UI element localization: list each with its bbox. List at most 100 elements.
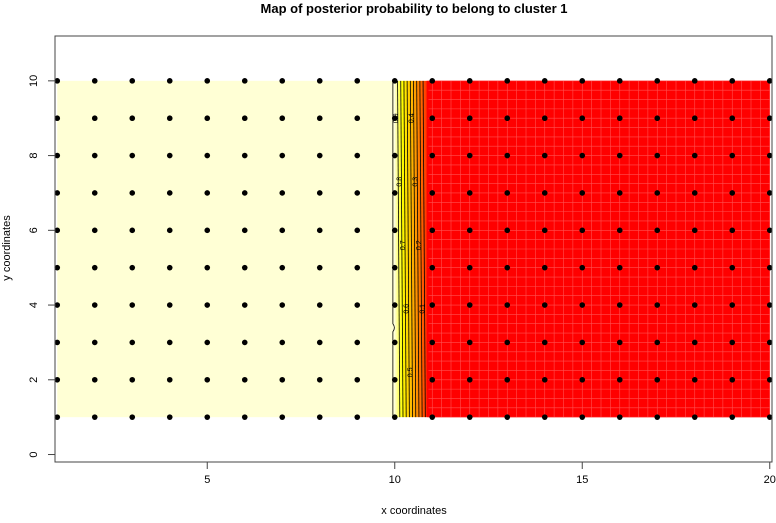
data-point [316,190,323,196]
data-point [354,376,361,383]
data-point [391,78,398,84]
data-point [54,152,61,159]
data-point [579,115,586,122]
x-tick-label: 5 [204,474,210,486]
contour-line [397,80,401,418]
data-point [766,190,773,196]
data-point [279,302,286,308]
data-point [616,339,623,346]
data-point [616,376,623,383]
contour-line [392,80,395,418]
data-point [91,190,98,196]
data-point [579,376,586,383]
data-point [729,339,736,346]
data-point [166,152,173,159]
data-point [616,115,623,122]
data-point [766,78,773,84]
data-point [429,302,436,308]
data-point [391,302,398,308]
data-point [166,115,173,122]
data-point [429,376,436,383]
data-point [279,264,286,271]
data-point [729,264,736,271]
contour-label: 0.6 [404,304,411,314]
data-point [391,190,398,196]
data-point [279,78,286,84]
data-point [429,339,436,346]
data-point [54,264,61,271]
data-point [766,414,773,420]
contour-label: 0.2 [416,240,423,250]
data-point [654,302,661,308]
data-point [466,190,473,196]
data-point [316,376,323,383]
data-point [729,302,736,308]
data-point [541,78,548,84]
data-point [579,227,586,234]
chart-title: Map of posterior probability to belong t… [261,1,568,16]
data-point [691,339,698,346]
data-point [654,78,661,84]
data-point [241,115,248,122]
contour-label: 0.7 [400,240,407,250]
data-point [691,78,698,84]
data-point [729,78,736,84]
data-point [91,339,98,346]
data-point [616,78,623,84]
data-point [316,264,323,271]
data-point [579,414,586,420]
data-point [466,339,473,346]
plot-box [54,35,773,463]
data-point [541,227,548,234]
data-point [729,376,736,383]
data-point [541,115,548,122]
data-point [91,227,98,234]
x-tick-label: 15 [576,474,588,486]
data-point [129,264,136,271]
data-point [466,376,473,383]
contour-line [409,80,413,418]
data-point [129,152,136,159]
data-point [204,152,211,159]
data-point [316,152,323,159]
data-points [54,78,773,420]
data-point [579,152,586,159]
data-point [766,264,773,271]
data-point [729,152,736,159]
contour-label: 0.1 [420,304,427,314]
contour-line [422,80,426,418]
data-point [54,227,61,234]
data-point [766,376,773,383]
data-point [54,339,61,346]
data-point [54,302,61,308]
data-point [241,302,248,308]
data-point [579,264,586,271]
data-point [129,339,136,346]
high-probability-region [57,80,395,418]
data-point [166,339,173,346]
contour-label: 0.3 [412,177,419,187]
heatmap-fill [57,80,771,418]
data-point [54,115,61,122]
data-point [691,190,698,196]
data-point [391,264,398,271]
data-point [241,264,248,271]
data-point [316,78,323,84]
data-point [241,376,248,383]
data-point [616,264,623,271]
data-point [429,264,436,271]
x-tick-label: 10 [389,474,401,486]
data-point [54,414,61,420]
data-point [654,264,661,271]
data-point [654,115,661,122]
data-point [766,115,773,122]
data-point [279,414,286,420]
y-tick-label: 0 [28,451,40,457]
contour-line [416,80,420,418]
data-point [241,190,248,196]
data-point [391,152,398,159]
data-point [316,227,323,234]
data-point [729,115,736,122]
data-point [429,414,436,420]
